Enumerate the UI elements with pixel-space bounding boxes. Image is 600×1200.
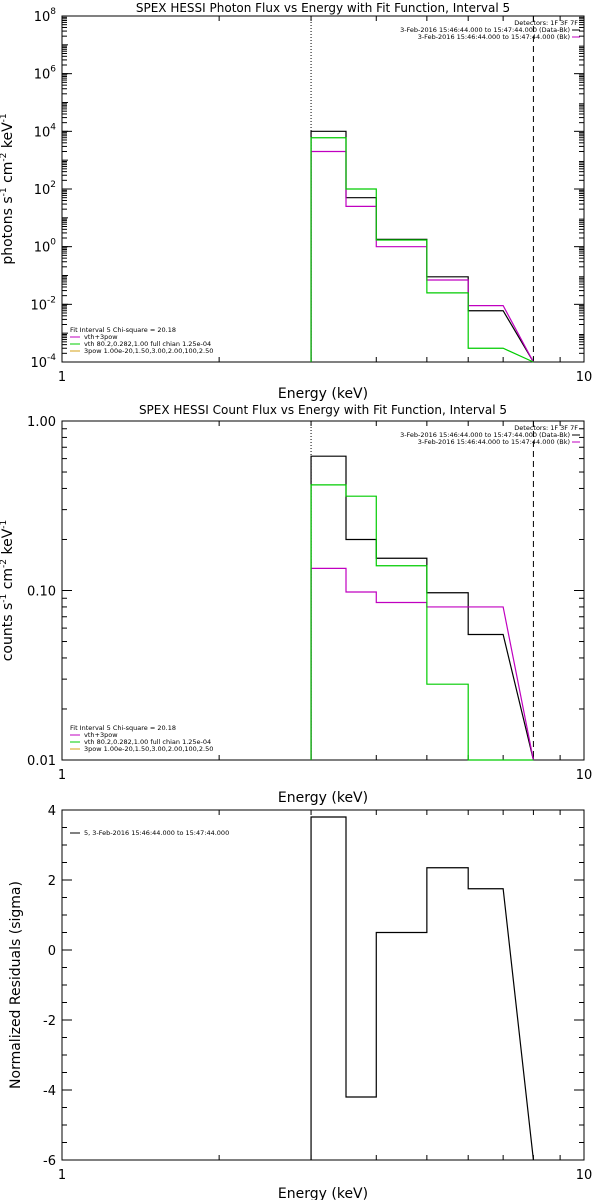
resid-panel: 1 10 -6 -4 -2 0 2 4 Energy (keV) Normalized Resid… <box>8 804 592 1200</box>
y-tick-label: 2 <box>48 874 56 889</box>
series-thermal-line <box>310 137 534 363</box>
series-residuals-line <box>310 816 535 1161</box>
y-tick-label: 4 <box>48 804 56 819</box>
x-tick-label: 10 <box>576 768 593 783</box>
y-tick-label: -6 <box>43 1154 56 1169</box>
legend-right-entry: 3-Feb-2016 15:46:44.000 to 15:47:44.000 … <box>400 431 570 439</box>
series-observed-line <box>310 130 534 363</box>
series-observed-line <box>310 455 534 761</box>
legend-left-entry: vth+3pow <box>84 731 118 739</box>
y-tick-label: 1.00 <box>27 415 56 430</box>
y-tick-label: 0 <box>48 944 56 959</box>
legend-right-entry: 3-Feb-2016 15:46:44.000 to 15:47:44.000 … <box>418 33 570 41</box>
photon-panel: SPEX HESSI Photon Flux vs Energy with Fi… <box>0 1 592 402</box>
y-tick-label: 106 <box>34 65 57 83</box>
legend-left-entry: Fit Interval 5 Chi-square = 20.18 <box>70 326 176 334</box>
y-axis-label: photons s-1 cm-2 keV-1 <box>0 113 16 264</box>
legend-left-entry: Fit Interval 5 Chi-square = 20.18 <box>70 724 176 732</box>
legend-left-entry: vth 80.2,0.282,1.00 full chian 1.25e-04 <box>84 340 211 348</box>
plot-frame <box>61 420 585 761</box>
series-thermal-line <box>310 484 534 761</box>
legend-left-entry: vth 80.2,0.282,1.00 full chian 1.25e-04 <box>84 738 211 746</box>
plot-frame <box>61 809 585 1161</box>
x-axis-label: Energy (keV) <box>278 386 368 402</box>
legend-left-entry: 3pow 1.00e-20,1.50,3.00,2.00,100,2.50 <box>84 347 213 355</box>
y-tick-label: 0.10 <box>27 585 56 600</box>
y-tick-label: 100 <box>34 238 57 256</box>
count-panel: SPEX HESSI Count Flux vs Energy with Fit… <box>0 403 592 806</box>
chart-title: SPEX HESSI Photon Flux vs Energy with Fi… <box>136 1 510 15</box>
y-axis-label: Normalized Residuals (sigma) <box>8 881 24 1089</box>
x-tick-label: 1 <box>58 1168 66 1183</box>
x-tick-label: 1 <box>58 768 66 783</box>
y-tick-label: 0.01 <box>27 754 56 769</box>
x-axis-label: Energy (keV) <box>278 1186 368 1200</box>
x-tick-label: 1 <box>58 370 66 385</box>
legend-left-entry: 3pow 1.00e-20,1.50,3.00,2.00,100,2.50 <box>84 745 213 753</box>
legend-right-entry: Detectors: 1F 3F 7F <box>514 19 578 27</box>
x-tick-label: 10 <box>576 370 593 385</box>
legend-left-entry: vth+3pow <box>84 333 118 341</box>
series-fit_total-line <box>310 150 534 363</box>
x-axis-label: Energy (keV) <box>278 790 368 806</box>
chart-title: SPEX HESSI Count Flux vs Energy with Fit… <box>139 403 507 417</box>
y-tick-label: 104 <box>34 122 57 140</box>
x-tick-label: 10 <box>576 1168 593 1183</box>
y-axis-label: counts s-1 cm-2 keV-1 <box>0 520 16 662</box>
y-tick-label: -2 <box>43 1014 56 1029</box>
legend-right-entry: 3-Feb-2016 15:46:44.000 to 15:47:44.000 … <box>400 26 570 34</box>
legend-right-entry: Detectors: 1F 3F 7F <box>514 424 578 432</box>
y-tick-label: -4 <box>43 1084 56 1099</box>
y-tick-label: 108 <box>34 7 57 25</box>
legend-right-entry: 3-Feb-2016 15:46:44.000 to 15:47:44.000 … <box>418 438 570 446</box>
y-tick-label: 10-4 <box>30 353 56 371</box>
y-tick-label: 102 <box>34 180 56 198</box>
legend-left-entry: 5, 3-Feb-2016 15:46:44.000 to 15:47:44.0… <box>84 829 229 837</box>
series-fit_total-line <box>310 567 535 761</box>
y-tick-label: 10-2 <box>30 295 56 313</box>
